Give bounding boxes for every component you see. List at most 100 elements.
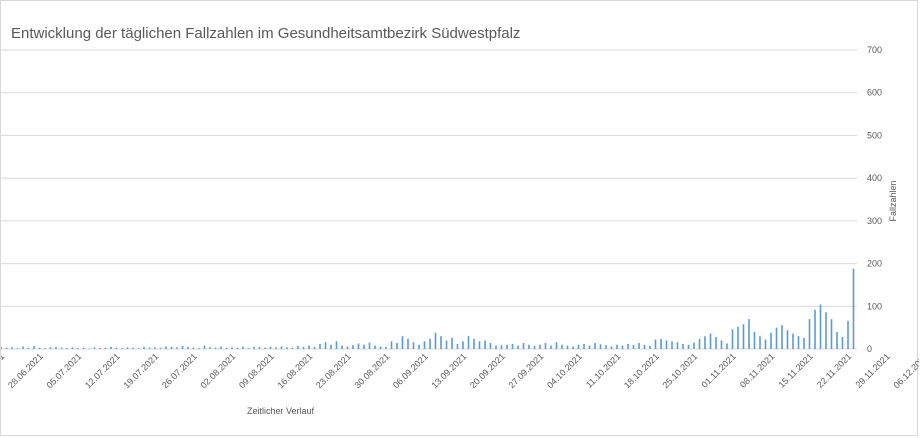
x-tick-label: 15.11.2021 (776, 351, 814, 389)
bar (269, 346, 272, 349)
bar (330, 344, 332, 349)
bar (71, 347, 74, 349)
bar (297, 346, 299, 349)
y-tick-label: 100 (867, 301, 882, 311)
x-tick-label: 13.09.2021 (429, 351, 468, 390)
bar (49, 347, 52, 349)
bar (588, 345, 591, 349)
bar (357, 343, 360, 349)
y-tick-labels: 0 100 200 300 400 500 600 700 (867, 45, 882, 354)
x-tick-label: 30.08.2021 (352, 351, 391, 390)
bar (511, 343, 514, 349)
bar (676, 342, 679, 349)
bar (781, 325, 783, 349)
bar (500, 345, 503, 349)
bar (517, 345, 519, 349)
bar (1, 346, 2, 349)
x-axis-title: Zeitlicher Verlauf (247, 406, 315, 416)
x-tick-label: 06.09.2021 (391, 351, 430, 390)
bar (610, 346, 613, 349)
bars (1, 268, 855, 349)
bar (407, 338, 409, 349)
bar (456, 343, 459, 349)
bar (214, 347, 217, 349)
bar (165, 346, 167, 349)
bar (236, 347, 239, 349)
bar (484, 340, 486, 349)
bar (286, 347, 288, 349)
bar (253, 346, 255, 349)
y-tick-label: 600 (867, 88, 882, 98)
bar (814, 309, 816, 349)
bar (550, 345, 552, 349)
x-tick-label: 21.06.2021 (1, 351, 6, 390)
x-tick-label: 12.07.2021 (83, 351, 122, 390)
bar (819, 304, 822, 349)
bar (698, 338, 701, 349)
y-tick-label: 500 (867, 130, 882, 140)
x-tick-label: 22.11.2021 (815, 351, 853, 389)
bar (753, 331, 756, 349)
bar (379, 346, 382, 349)
bar (203, 345, 206, 349)
bar (209, 347, 211, 349)
x-tick-label: 16.08.2021 (275, 351, 314, 390)
x-tick-label: 06.12.2021 (891, 351, 919, 390)
bar (390, 341, 393, 349)
bar (418, 344, 420, 349)
bar (220, 346, 222, 349)
bar (660, 338, 662, 349)
bar (649, 346, 651, 349)
x-tick-label: 29.11.2021 (853, 351, 891, 389)
bar (544, 343, 547, 349)
bar (225, 347, 228, 349)
bar (247, 348, 250, 349)
bar (539, 344, 541, 349)
x-tick-label: 20.09.2021 (468, 351, 507, 390)
x-tick-label: 19.07.2021 (121, 351, 160, 390)
bar (451, 337, 453, 349)
bar (181, 346, 184, 349)
bar (16, 348, 19, 349)
bar (577, 344, 580, 349)
bar (555, 342, 558, 349)
bar (462, 341, 464, 349)
y-tick-label: 200 (867, 259, 882, 269)
x-tick-label: 08.11.2021 (738, 351, 776, 389)
bar (38, 347, 41, 349)
bar (720, 340, 723, 349)
bar (126, 347, 129, 349)
bar (627, 343, 629, 349)
bar (170, 346, 173, 349)
bar (192, 347, 195, 349)
bar (605, 345, 607, 349)
bar (132, 347, 134, 349)
bar (715, 337, 717, 349)
bar (726, 343, 728, 349)
bar (478, 341, 481, 349)
bar (55, 346, 57, 349)
bar (748, 319, 750, 349)
bar (759, 336, 761, 349)
x-tick-label: 26.07.2021 (160, 351, 199, 390)
bar (467, 336, 470, 349)
bar (533, 346, 536, 349)
bar (847, 320, 849, 349)
bar (264, 347, 266, 349)
bar (176, 347, 178, 349)
bar (198, 348, 200, 349)
bar (671, 341, 673, 349)
bar (643, 344, 646, 349)
bar (137, 348, 140, 349)
bar (110, 346, 112, 349)
bar (319, 343, 321, 349)
bar (836, 331, 838, 349)
bar (231, 347, 233, 349)
bar (280, 346, 283, 349)
bar (374, 345, 376, 349)
bar (346, 346, 349, 349)
bar (104, 347, 107, 349)
bar (709, 333, 712, 349)
bar (445, 340, 448, 349)
